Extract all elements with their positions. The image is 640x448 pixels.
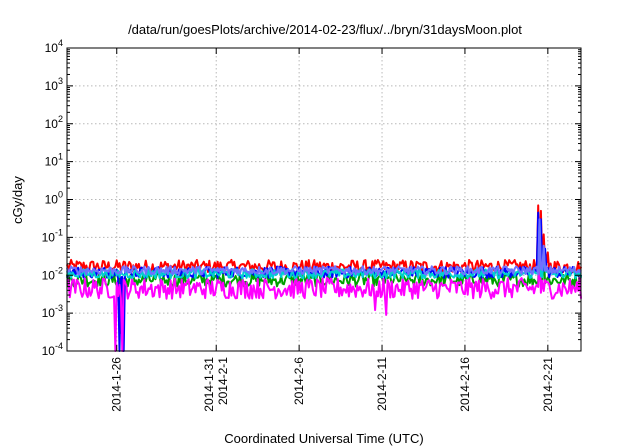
y-tick-label: 101 xyxy=(45,152,63,169)
y-axis: 10-4 10-3 10-2 10-1 100 101 102 103 104 xyxy=(42,38,581,358)
y-tick-label: 10-4 xyxy=(42,341,63,358)
y-tick-label: 10-2 xyxy=(42,265,63,282)
series-line-4 xyxy=(66,244,582,352)
y-tick-label: 10-3 xyxy=(42,303,63,320)
y-tick-label: 100 xyxy=(45,190,63,207)
y-tick-label: 104 xyxy=(45,38,63,55)
grid xyxy=(67,48,581,351)
x-tick-label: 2014-2-1 xyxy=(216,357,230,405)
x-axis-label: Coordinated Universal Time (UTC) xyxy=(224,431,423,446)
chart-title: /data/run/goesPlots/archive/2014-02-23/f… xyxy=(128,22,522,37)
series-line-1 xyxy=(66,204,582,275)
series-line-6 xyxy=(66,218,582,276)
x-tick-label: 2014-2-11 xyxy=(375,357,389,411)
y-axis-label: cGy/day xyxy=(10,176,25,224)
y-tick-label: 102 xyxy=(45,114,63,131)
x-tick-label: 2014-2-6 xyxy=(292,357,306,405)
x-tick-label: 2014-1-26 xyxy=(110,357,124,412)
y-tick-label: 10-1 xyxy=(42,227,63,244)
y-tick-label: 103 xyxy=(45,76,63,93)
x-tick-label: 2014-2-21 xyxy=(541,357,555,412)
x-tick-label: 2014-1-31 xyxy=(202,357,216,412)
series-group xyxy=(66,204,582,352)
x-tick-label: 2014-2-16 xyxy=(458,357,472,412)
x-axis: 2014-1-26 2014-1-31 2014-2-1 2014-2-6 2014-2… xyxy=(110,48,555,412)
